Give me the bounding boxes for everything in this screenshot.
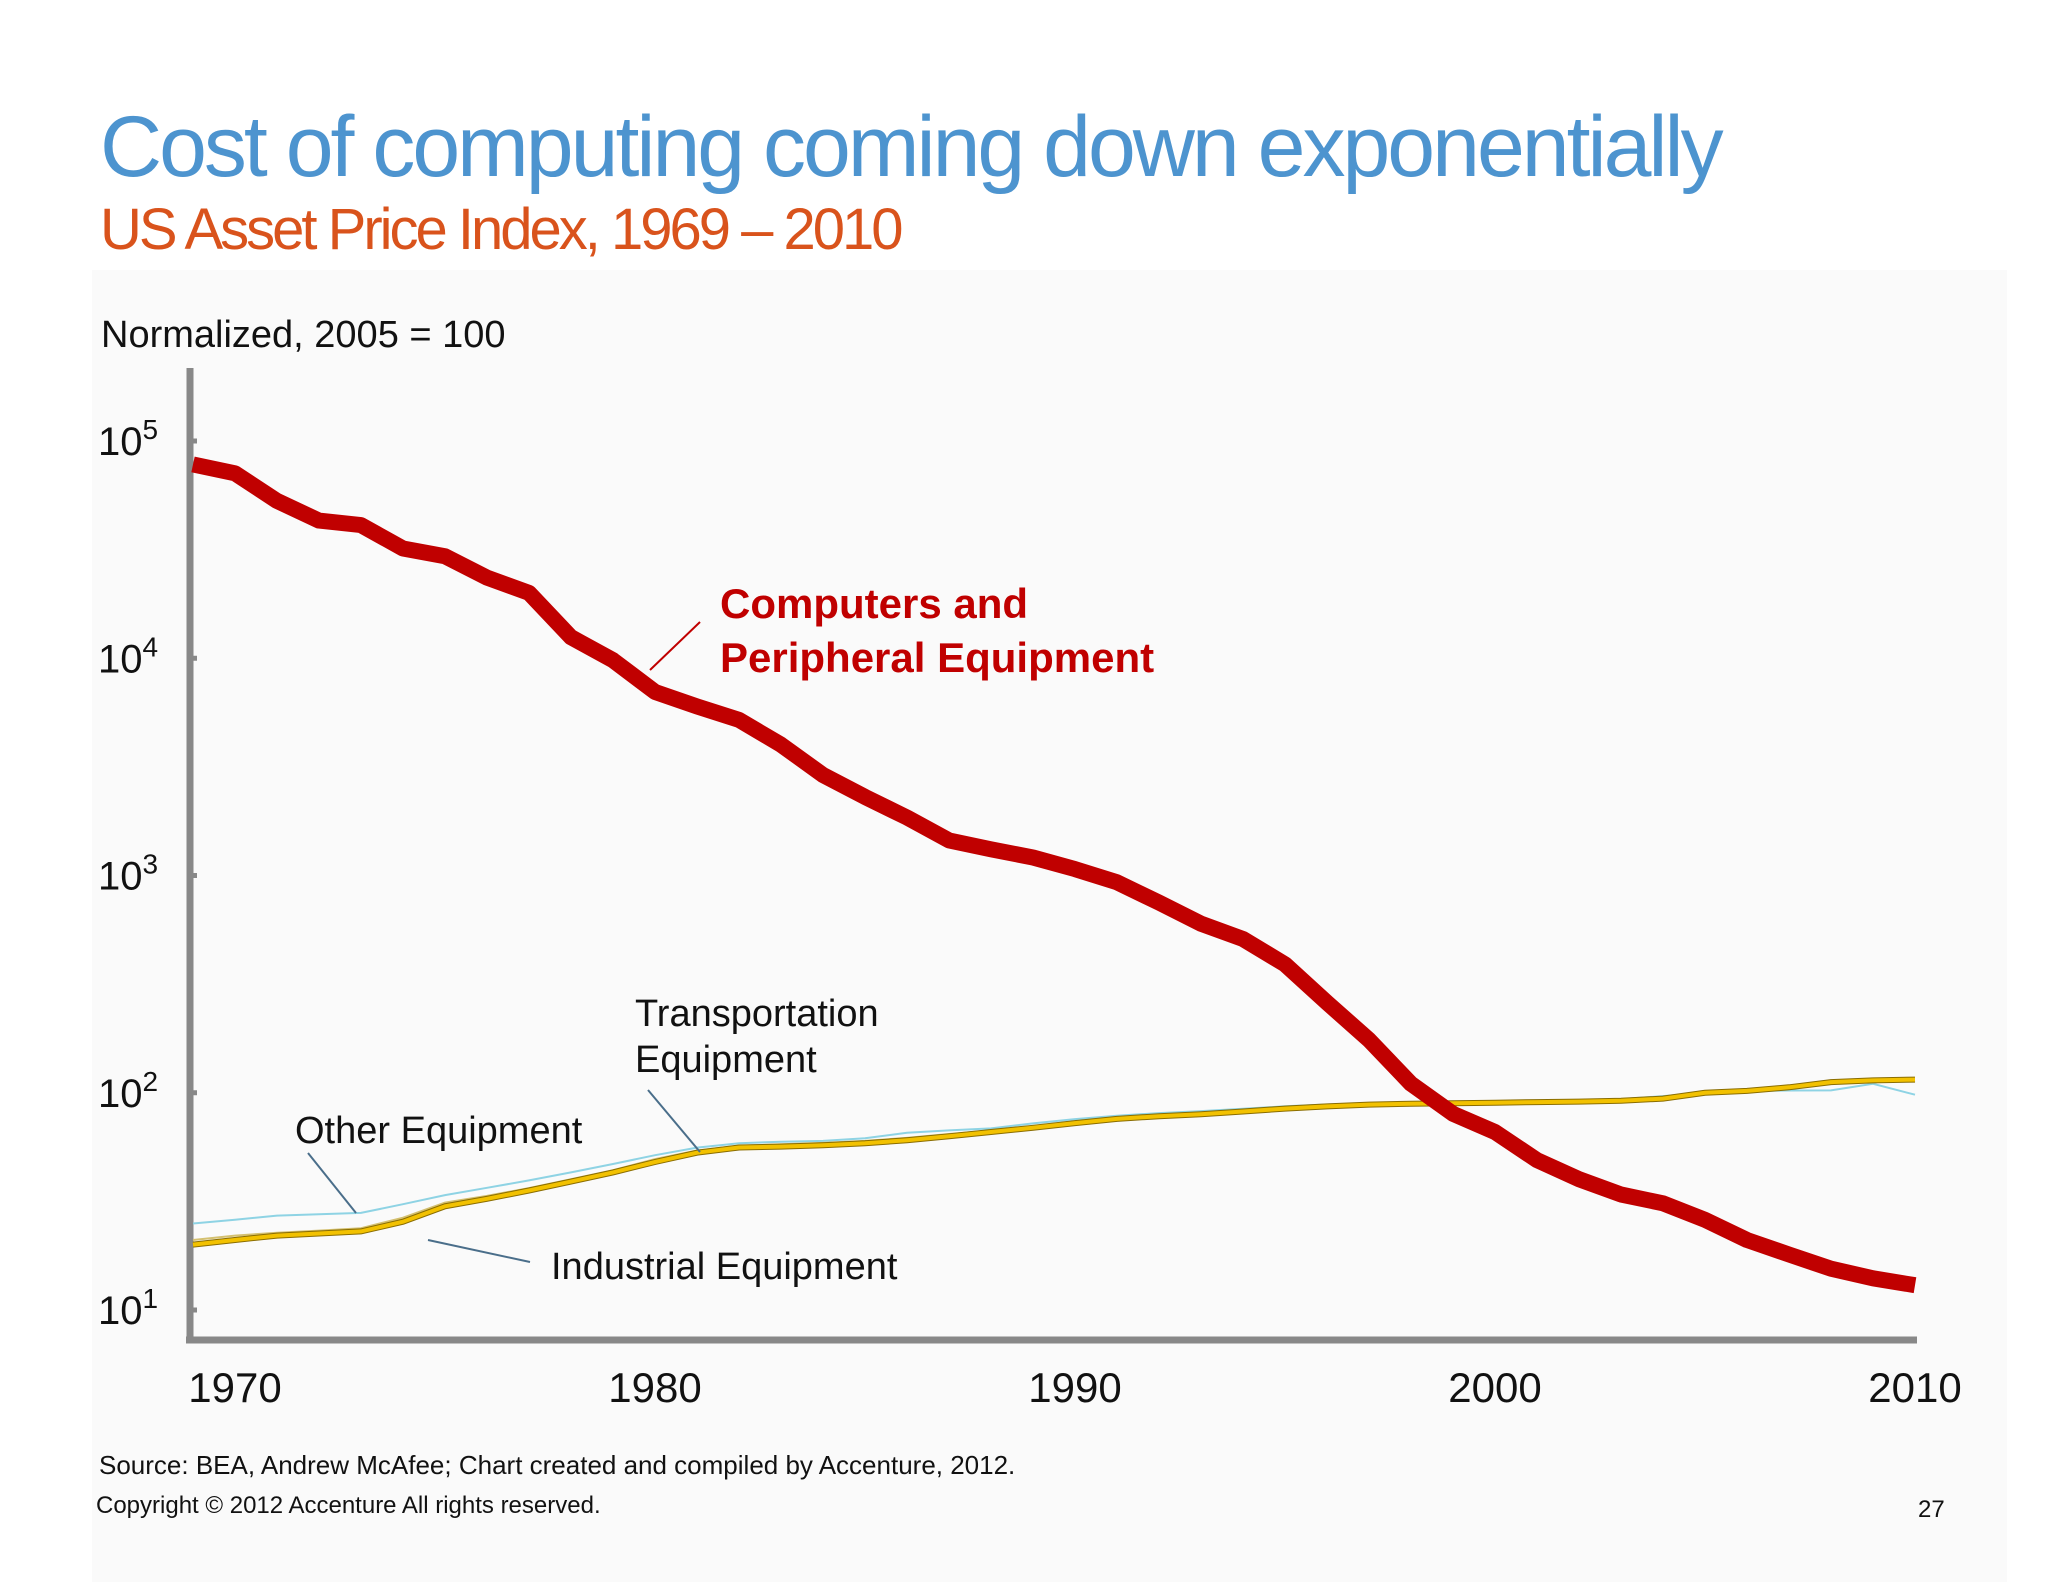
- y-tick-exponent: 3: [143, 849, 159, 880]
- source-note: Source: BEA, Andrew McAfee; Chart create…: [99, 1450, 1016, 1480]
- y-tick-exponent: 2: [143, 1066, 159, 1097]
- x-tick-label: 1990: [1028, 1364, 1121, 1411]
- series-line-industrial-equipment: [192, 1077, 1916, 1247]
- leader-industrial-equipment: [427, 1239, 531, 1263]
- annotation-line: Computers and: [720, 580, 1028, 627]
- annotation-line: Equipment: [635, 1039, 817, 1081]
- x-tick-label: 1970: [188, 1364, 281, 1411]
- y-tick-exponent: 5: [143, 414, 159, 445]
- y-tick-label: 101: [98, 1283, 158, 1333]
- leader-computers: [649, 621, 701, 671]
- y-tick-base: 10: [98, 637, 143, 681]
- series-line-computers: [191, 456, 1917, 1294]
- y-tick-base: 10: [98, 1289, 143, 1333]
- annotation-line: Peripheral Equipment: [720, 634, 1154, 681]
- copyright-note: Copyright © 2012 Accenture All rights re…: [96, 1492, 601, 1519]
- y-tick-base: 10: [98, 1072, 143, 1116]
- x-tick-label: 2010: [1868, 1364, 1961, 1411]
- y-tick-label: 104: [98, 631, 158, 681]
- leader-transportation: [647, 1089, 701, 1153]
- page-number: 27: [1918, 1496, 1945, 1523]
- chart-series: [191, 456, 1917, 1294]
- y-tick-exponent: 4: [143, 631, 159, 662]
- y-tick-label: 103: [98, 849, 158, 899]
- slide-subtitle: US Asset Price Index, 1969 – 2010: [100, 197, 904, 262]
- x-tick-label: 1980: [608, 1364, 701, 1411]
- x-tick-label: 2000: [1448, 1364, 1541, 1411]
- y-tick-base: 10: [98, 855, 143, 899]
- annotation-industrial-equipment: Industrial Equipment: [551, 1246, 898, 1288]
- annotation-line: Transportation: [635, 993, 879, 1035]
- leader-other-equipment: [307, 1152, 357, 1214]
- series-line-industrial-equipment-edge: [192, 1076, 1916, 1248]
- series-line-transportation-equipment: [192, 1079, 1916, 1241]
- slide-title: Cost of computing coming down exponentia…: [100, 99, 1724, 195]
- y-tick-label: 102: [98, 1066, 158, 1116]
- y-tick-label: 105: [98, 414, 158, 464]
- chart-axes: [186, 368, 1917, 1344]
- chart-annotations: Computers and Peripheral Equipment Transpo…: [295, 580, 1154, 1288]
- y-tick-base: 10: [98, 420, 143, 464]
- annotation-other-equipment: Other Equipment: [295, 1110, 583, 1152]
- annotation-computers: Computers and Peripheral Equipment: [720, 580, 1154, 681]
- y-axis-unit-label: Normalized, 2005 = 100: [101, 314, 506, 356]
- slide-background: [92, 270, 2007, 1582]
- y-tick-exponent: 1: [143, 1283, 159, 1314]
- annotation-transportation: Transportation Equipment: [635, 993, 879, 1081]
